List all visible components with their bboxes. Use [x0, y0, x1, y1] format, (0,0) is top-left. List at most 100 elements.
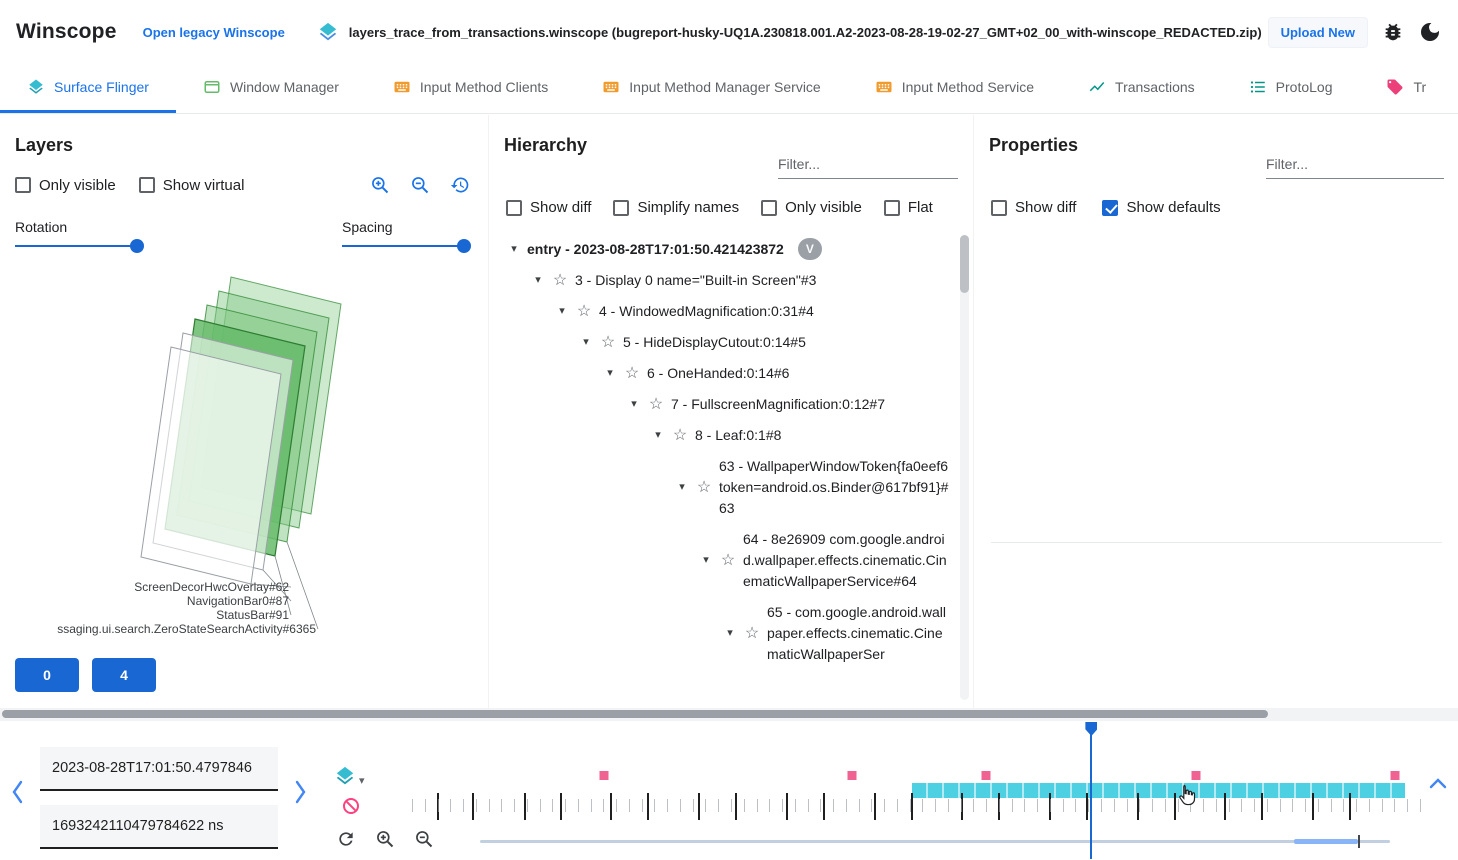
screen-record-marker[interactable]	[981, 771, 991, 780]
reset-view-icon[interactable]	[450, 175, 470, 195]
spacing-slider[interactable]: Spacing	[342, 219, 472, 253]
star-icon[interactable]: ☆	[624, 365, 640, 382]
tree-node[interactable]: ▾ ☆ 3 - Display 0 name="Built-in Screen"#…	[489, 265, 951, 296]
timeline-cursor[interactable]	[1090, 722, 1093, 859]
flat-checkbox[interactable]: Flat	[883, 199, 933, 216]
chevron-down-icon[interactable]: ▾	[535, 274, 541, 286]
next-entry-button[interactable]	[292, 779, 308, 810]
layers-3d-view[interactable]: ScreenDecorHwcOverlay#62 NavigationBar0#…	[5, 255, 475, 655]
screen-record-marker[interactable]	[599, 771, 609, 780]
keyboard-icon	[602, 78, 620, 96]
zoom-range-selection[interactable]	[1294, 839, 1359, 844]
tab-input-method-manager-service[interactable]: Input Method Manager Service	[575, 64, 847, 113]
hierarchy-tree: ▾ entry - 2023-08-28T17:01:50.421423872 …	[489, 233, 951, 708]
rotation-slider[interactable]: Rotation	[15, 219, 145, 253]
active-trace-selector[interactable]: ▾	[334, 765, 365, 787]
tab-surface-flinger[interactable]: Surface Flinger	[0, 64, 176, 113]
timeline-trace-band[interactable]	[911, 783, 1405, 798]
only-visible-checkbox[interactable]: Only visible	[761, 199, 862, 216]
open-legacy-link[interactable]: Open legacy Winscope	[142, 24, 285, 40]
tab-transaction-trace[interactable]: Tr	[1359, 64, 1453, 113]
screen-record-marker[interactable]	[1390, 771, 1400, 780]
tab-protolog[interactable]: ProtoLog	[1222, 64, 1360, 113]
hierarchy-scrollbar[interactable]	[960, 235, 969, 700]
checkbox[interactable]	[138, 177, 155, 193]
human-timestamp-input[interactable]: 2023-08-28T17:01:50.4797846	[40, 747, 278, 791]
timeline-zoom-slider[interactable]	[480, 833, 1390, 849]
zoom-range-track[interactable]	[480, 840, 1390, 843]
properties-filter-input[interactable]	[1266, 149, 1444, 178]
simplify-names-checkbox[interactable]: Simplify names	[613, 199, 739, 216]
zoom-out-icon[interactable]	[410, 175, 430, 195]
zoom-in-icon[interactable]	[375, 829, 395, 849]
checkbox[interactable]	[1102, 199, 1119, 216]
chevron-down-icon[interactable]: ▾	[559, 305, 565, 317]
display-button-0[interactable]: 0	[15, 658, 79, 692]
tab-transactions[interactable]: Transactions	[1061, 64, 1222, 113]
screen-record-marker[interactable]	[1191, 771, 1201, 780]
upload-new-button[interactable]: Upload New	[1267, 16, 1368, 48]
chevron-down-icon[interactable]: ▾	[655, 429, 661, 441]
blocked-trace-icon[interactable]	[342, 797, 360, 820]
zoom-out-icon[interactable]	[414, 829, 434, 849]
show-diff-checkbox[interactable]: Show diff	[506, 199, 591, 216]
layer-label: ssaging.ui.search.ZeroStateSearchActivit…	[57, 622, 316, 636]
collapse-timeline-button[interactable]	[1428, 777, 1448, 795]
chevron-down-icon[interactable]: ▾	[607, 367, 613, 379]
dark-mode-toggle[interactable]	[1418, 20, 1442, 44]
tree-node[interactable]: ▾ ☆ 6 - OneHanded:0:14#6	[489, 358, 951, 389]
chevron-down-icon[interactable]: ▾	[631, 398, 637, 410]
screen-record-marker[interactable]	[847, 771, 857, 780]
timeline-ruler[interactable]	[412, 721, 1421, 859]
content-scrollbar[interactable]	[0, 708, 1458, 721]
checkbox[interactable]	[991, 199, 1007, 216]
chevron-down-icon[interactable]: ▾	[583, 336, 589, 348]
show-virtual-checkbox[interactable]: Show virtual	[138, 177, 244, 194]
scrollbar-thumb[interactable]	[2, 710, 1268, 718]
hierarchy-filter	[778, 149, 958, 179]
bug-report-icon[interactable]	[1382, 21, 1404, 43]
star-icon[interactable]: ☆	[576, 303, 592, 320]
checkbox[interactable]	[506, 199, 522, 216]
star-icon[interactable]: ☆	[600, 334, 616, 351]
tree-node[interactable]: ▾ ☆ 5 - HideDisplayCutout:0:14#5	[489, 327, 951, 358]
star-icon[interactable]: ☆	[648, 396, 664, 413]
tree-node[interactable]: ▾ ☆ 63 - WallpaperWindowToken{fa0eef6 tok…	[489, 451, 951, 524]
zoom-range-handle[interactable]	[1358, 835, 1361, 848]
star-icon[interactable]: ☆	[720, 552, 736, 569]
hierarchy-filter-input[interactable]	[778, 149, 958, 178]
tab-input-method-service[interactable]: Input Method Service	[848, 64, 1061, 113]
tree-node[interactable]: ▾ ☆ 65 - com.google.android.wallpaper.eff…	[489, 597, 951, 670]
checkbox[interactable]	[15, 177, 31, 193]
checkbox[interactable]	[761, 199, 778, 216]
star-icon[interactable]: ☆	[744, 625, 760, 642]
display-button-4[interactable]: 4	[92, 658, 156, 692]
rotation-slider-thumb[interactable]	[130, 239, 145, 253]
prev-entry-button[interactable]	[10, 779, 26, 810]
tree-node[interactable]: ▾ ☆ 7 - FullscreenMagnification:0:12#7	[489, 389, 951, 420]
refresh-icon[interactable]	[336, 829, 356, 849]
star-icon[interactable]: ☆	[552, 272, 568, 289]
tree-node-entry[interactable]: ▾ entry - 2023-08-28T17:01:50.421423872 …	[489, 233, 951, 265]
tab-window-manager[interactable]: Window Manager	[176, 64, 366, 113]
spacing-slider-thumb[interactable]	[457, 239, 472, 253]
scrollbar-thumb[interactable]	[960, 235, 969, 293]
show-defaults-checkbox[interactable]: Show defaults	[1102, 199, 1221, 216]
chevron-down-icon[interactable]: ▾	[703, 554, 709, 566]
tree-node[interactable]: ▾ ☆ 64 - 8e26909 com.google.android.wallp…	[489, 524, 951, 597]
properties-divider	[991, 542, 1442, 543]
star-icon[interactable]: ☆	[672, 427, 688, 444]
only-visible-checkbox[interactable]: Only visible	[15, 177, 116, 194]
tab-input-method-clients[interactable]: Input Method Clients	[366, 64, 575, 113]
chevron-down-icon[interactable]: ▾	[511, 242, 517, 255]
checkbox[interactable]	[883, 199, 900, 216]
chevron-down-icon[interactable]: ▾	[727, 627, 733, 639]
tree-node[interactable]: ▾ ☆ 8 - Leaf:0:1#8	[489, 420, 951, 451]
star-icon[interactable]: ☆	[696, 479, 712, 496]
show-diff-checkbox[interactable]: Show diff	[991, 199, 1076, 216]
chevron-down-icon[interactable]: ▾	[679, 481, 685, 493]
ns-timestamp-input[interactable]: 1693242110479784622 ns	[40, 805, 278, 849]
checkbox[interactable]	[613, 199, 630, 216]
zoom-in-icon[interactable]	[370, 175, 390, 195]
tree-node[interactable]: ▾ ☆ 4 - WindowedMagnification:0:31#4	[489, 296, 951, 327]
